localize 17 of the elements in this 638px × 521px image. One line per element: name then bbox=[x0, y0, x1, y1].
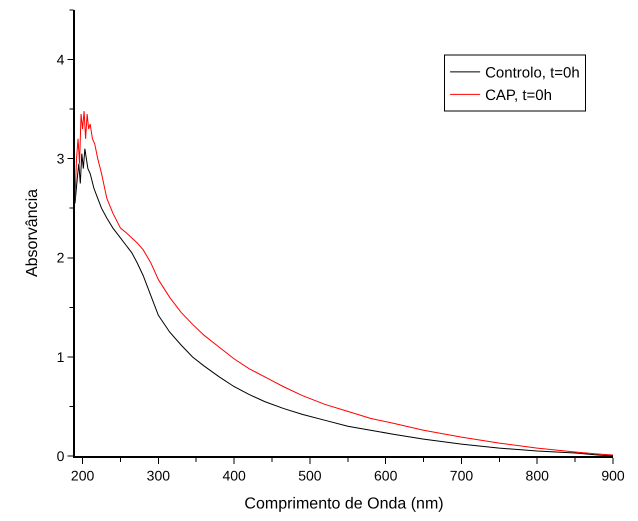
x-axis-title: Comprimento de Onda (nm) bbox=[244, 496, 444, 513]
x-tick-label: 900 bbox=[601, 468, 625, 484]
y-axis-title: Absorvância bbox=[24, 188, 42, 278]
y-tick-label: 4 bbox=[56, 51, 65, 68]
x-tick-label: 500 bbox=[298, 468, 322, 484]
x-tick-label: 600 bbox=[374, 468, 398, 484]
x-tick-label: 200 bbox=[70, 468, 94, 484]
x-tick-label: 300 bbox=[146, 468, 170, 484]
y-tick-label: 0 bbox=[56, 448, 65, 464]
y-tick-label: 3 bbox=[56, 150, 65, 167]
x-tick-label: 700 bbox=[450, 468, 474, 484]
x-tick-label: 400 bbox=[222, 468, 246, 484]
x-tick-label: 800 bbox=[526, 468, 550, 484]
y-tick-label: 2 bbox=[56, 250, 65, 266]
legend-label: CAP, t=0h bbox=[485, 87, 552, 104]
y-tick-label: 1 bbox=[56, 348, 65, 365]
legend-label: Controlo, t=0h bbox=[485, 64, 580, 82]
